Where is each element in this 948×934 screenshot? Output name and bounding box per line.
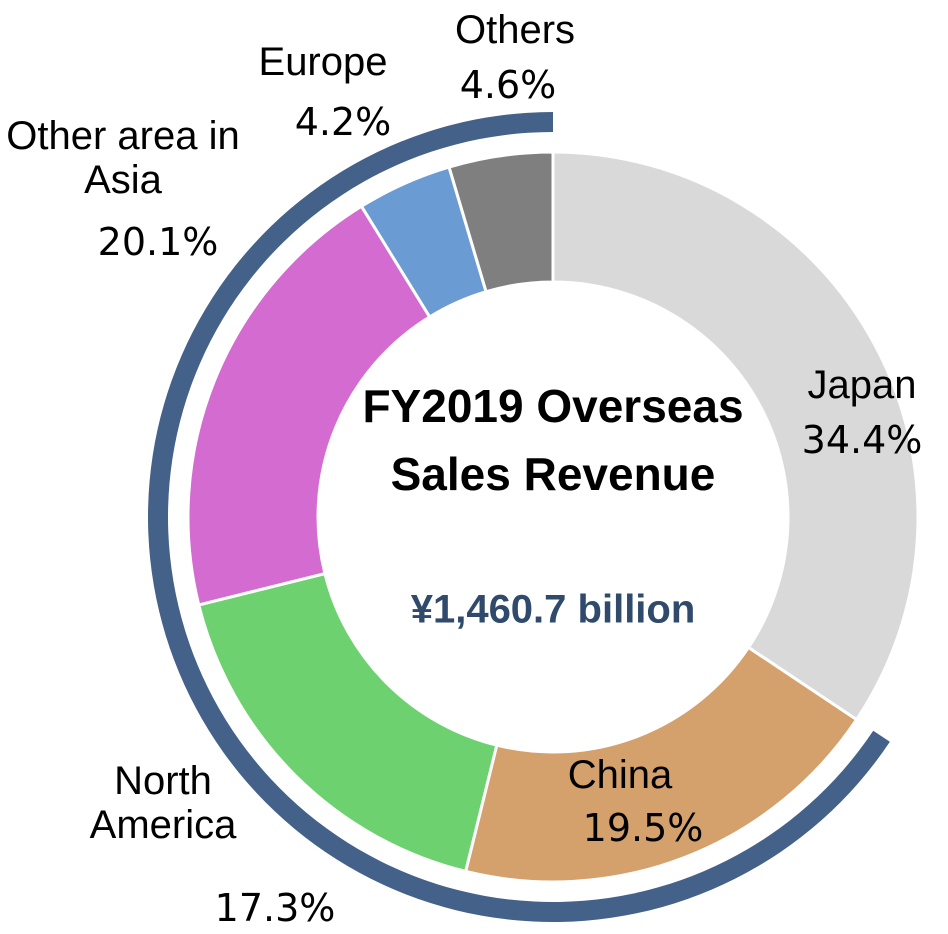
slice <box>196 571 499 874</box>
category-label: Other area in Asia <box>6 114 240 202</box>
category-label: China <box>567 753 673 797</box>
value-label: 4.2% <box>294 100 392 144</box>
slice <box>463 645 859 884</box>
category-label: Japan <box>807 363 917 407</box>
value-label: 19.5% <box>582 806 704 850</box>
category-label: Others <box>454 8 576 52</box>
slice <box>551 150 920 722</box>
chart-title: FY2019 Overseas Sales Revenue <box>362 380 744 500</box>
category-label: Europe <box>258 40 388 84</box>
chart-subtitle: ¥1,460.7 billion <box>410 587 696 632</box>
slice <box>447 150 555 294</box>
value-label: 34.4% <box>801 418 923 462</box>
value-label: 4.6% <box>459 63 557 107</box>
category-label: North America <box>89 759 237 847</box>
value-label: 20.1% <box>97 220 219 264</box>
value-label: 17.3% <box>214 886 336 930</box>
slice <box>186 204 432 607</box>
